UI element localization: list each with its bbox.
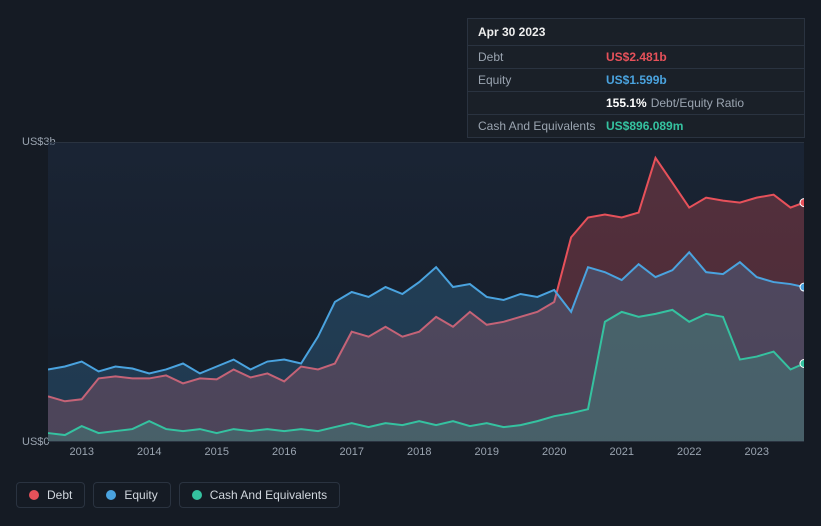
tooltip-row: DebtUS$2.481b bbox=[468, 46, 804, 69]
tooltip-row: 155.1%Debt/Equity Ratio bbox=[468, 92, 804, 115]
tooltip-row-value: US$2.481b bbox=[606, 50, 667, 64]
tooltip-row-value: US$1.599b bbox=[606, 73, 667, 87]
x-axis-label: 2018 bbox=[407, 446, 431, 458]
chart-legend: Debt Equity Cash And Equivalents bbox=[16, 482, 340, 508]
legend-item[interactable]: Debt bbox=[16, 482, 85, 508]
x-axis-label: 2014 bbox=[137, 446, 161, 458]
chart-tooltip: Apr 30 2023 DebtUS$2.481bEquityUS$1.599b… bbox=[467, 18, 805, 138]
legend-label: Debt bbox=[47, 488, 72, 502]
x-axis-label: 2015 bbox=[205, 446, 229, 458]
x-axis-label: 2017 bbox=[340, 446, 364, 458]
tooltip-row-label bbox=[478, 96, 606, 110]
tooltip-row-label: Cash And Equivalents bbox=[478, 119, 606, 133]
x-axis-label: 2013 bbox=[70, 446, 94, 458]
x-axis-label: 2020 bbox=[542, 446, 566, 458]
x-axis-label: 2016 bbox=[272, 446, 296, 458]
x-axis-label: 2021 bbox=[610, 446, 634, 458]
x-axis-label: 2019 bbox=[475, 446, 499, 458]
legend-swatch bbox=[192, 490, 202, 500]
tooltip-row-value: US$896.089m bbox=[606, 119, 683, 133]
series-end-marker bbox=[800, 283, 804, 291]
tooltip-row: Cash And EquivalentsUS$896.089m bbox=[468, 115, 804, 137]
tooltip-row-label: Equity bbox=[478, 73, 606, 87]
x-axis-label: 2023 bbox=[745, 446, 769, 458]
chart-x-axis: 2013 2014 2015 2016 2017 2018 2019 2020 2021 2022… bbox=[48, 446, 804, 466]
legend-swatch bbox=[29, 490, 39, 500]
tooltip-row-label: Debt bbox=[478, 50, 606, 64]
chart-plot-area[interactable] bbox=[48, 142, 804, 442]
tooltip-row: EquityUS$1.599b bbox=[468, 69, 804, 92]
tooltip-row-suffix: Debt/Equity Ratio bbox=[651, 96, 744, 110]
tooltip-date: Apr 30 2023 bbox=[468, 19, 804, 46]
tooltip-row-value: 155.1%Debt/Equity Ratio bbox=[606, 96, 744, 110]
legend-item[interactable]: Equity bbox=[93, 482, 170, 508]
series-end-marker bbox=[800, 360, 804, 368]
legend-label: Cash And Equivalents bbox=[210, 488, 327, 502]
series-end-marker bbox=[800, 199, 804, 207]
x-axis-label: 2022 bbox=[677, 446, 701, 458]
legend-label: Equity bbox=[124, 488, 157, 502]
y-axis-label: US$0 bbox=[22, 436, 50, 448]
legend-item[interactable]: Cash And Equivalents bbox=[179, 482, 340, 508]
legend-swatch bbox=[106, 490, 116, 500]
